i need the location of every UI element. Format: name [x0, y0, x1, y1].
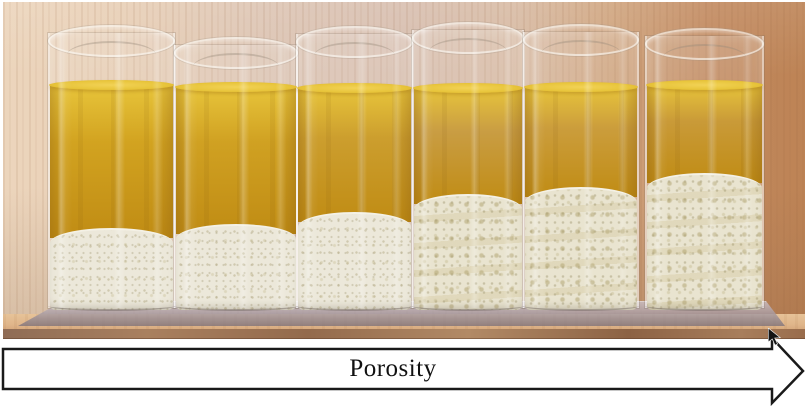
- glass-rim-back: [540, 40, 622, 68]
- glass-rim-back: [429, 38, 507, 66]
- wood-shelf-front-edge: [3, 329, 805, 339]
- glass-base-edge: [174, 301, 298, 311]
- oil-layer: [175, 82, 297, 234]
- sediment-layer: [525, 187, 637, 310]
- cylinder-sample-2: [174, 37, 298, 311]
- oil-layer: [297, 83, 412, 222]
- cylinder-sample-6: [645, 28, 764, 311]
- sediment-layer: [414, 194, 522, 310]
- oil-layer: [524, 82, 638, 197]
- sediment-layer: [647, 173, 762, 310]
- glass-base-edge: [296, 301, 413, 311]
- cylinder-sample-4: [412, 22, 524, 311]
- oil-surface: [413, 83, 523, 93]
- oil-surface: [297, 83, 412, 93]
- glass-rim-back: [67, 41, 156, 69]
- sediment-layer: [298, 212, 411, 310]
- porosity-label: Porosity: [349, 355, 437, 382]
- glass-rim-back: [313, 42, 396, 70]
- oil-surface: [175, 82, 297, 92]
- oil-surface: [646, 80, 763, 90]
- glass-base-edge: [412, 301, 524, 311]
- sediment-layer: [176, 224, 296, 310]
- oil-layer: [646, 80, 763, 183]
- glass-rim-back: [192, 53, 280, 81]
- glass-base-edge: [523, 301, 639, 311]
- oil-surface: [524, 82, 638, 92]
- glass-base-edge: [48, 301, 175, 311]
- oil-layer: [413, 83, 523, 204]
- oil-layer: [49, 80, 174, 238]
- glass-rim-back: [663, 44, 746, 72]
- sediment-layer: [50, 228, 173, 310]
- photo-oil-sand-samples: [3, 2, 805, 339]
- cylinder-sample-1: [48, 25, 175, 311]
- glass-base-edge: [645, 301, 764, 311]
- oil-surface: [49, 80, 174, 90]
- cylinder-sample-3: [296, 26, 413, 311]
- right-arrow-shape: [1, 336, 805, 406]
- porosity-arrow: Porosity: [0, 336, 807, 406]
- cylinder-sample-5: [523, 24, 639, 311]
- mouse-cursor-icon: [768, 328, 782, 346]
